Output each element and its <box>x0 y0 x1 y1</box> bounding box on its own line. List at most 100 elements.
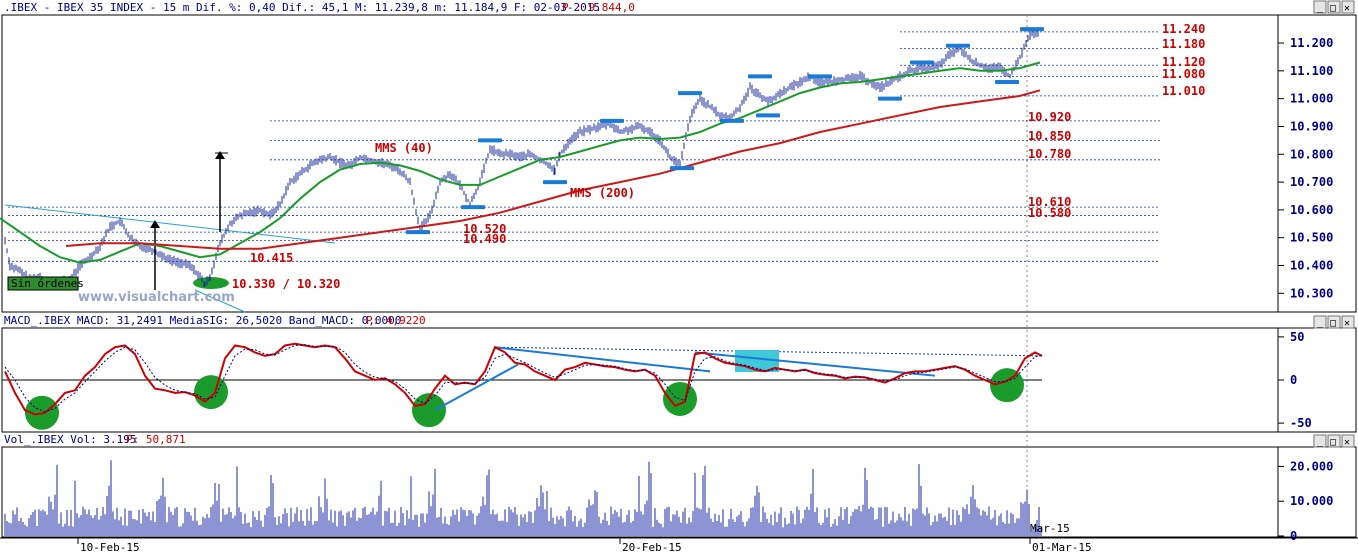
level-label: 11.120 <box>1162 55 1205 69</box>
macd-trend-line <box>494 346 711 373</box>
level-label: 10.920 <box>1028 110 1071 124</box>
x-tick-label: 10-Feb-15 <box>80 541 140 554</box>
svg-text:_: _ <box>1317 436 1324 447</box>
price-tick-label: 10.900 <box>1290 119 1333 133</box>
mms200-line <box>65 89 1041 250</box>
pivot-marker <box>478 138 502 143</box>
close-button[interactable]: ✕ <box>1341 0 1355 14</box>
pivot-marker <box>543 180 567 185</box>
level-label: 10.580 <box>1028 206 1071 220</box>
pivot-marker <box>995 79 1019 84</box>
axes-labels: 11.200 11.100 11.000 10.900 10.800 10.700 10.6… <box>77 36 1333 554</box>
minimize-button[interactable]: _ <box>1313 0 1327 14</box>
macd-tick-label: 50 <box>1290 330 1304 344</box>
signal-line <box>4 344 1043 413</box>
volume-tick-label: 20.000 <box>1290 459 1333 473</box>
maximize-button[interactable]: □ <box>1327 0 1341 14</box>
level-label: 10.520 <box>463 222 506 236</box>
pivot-marker <box>910 60 934 65</box>
pivot-marker <box>670 166 694 171</box>
volume-bar-label: Mar-15 <box>1030 522 1070 535</box>
macd-tick-label: 0 <box>1290 373 1297 387</box>
pivot-marker <box>878 96 902 101</box>
volume-window-buttons: _ □ ✕ <box>1313 434 1355 448</box>
level-label: 10.490 <box>463 232 506 246</box>
svg-text:□: □ <box>1330 437 1336 448</box>
sin-ordenes-box <box>7 276 79 291</box>
svg-text:_: _ <box>1317 317 1324 328</box>
pivot-marker <box>678 91 702 96</box>
price-tick-label: 11.200 <box>1290 36 1333 50</box>
macd-circle <box>194 375 228 410</box>
close-button[interactable]: ✕ <box>1341 315 1355 329</box>
level-label: 10.780 <box>1028 147 1071 161</box>
volume-plot: Mar-15 <box>4 460 1070 536</box>
macd-circle <box>990 368 1024 403</box>
sin-ordenes-label: Sin órdenes <box>11 277 84 290</box>
mms40-line <box>0 61 1041 264</box>
level-label: 11.240 <box>1162 22 1205 36</box>
price-tick-label: 11.100 <box>1290 64 1333 78</box>
macd-header-extra: P: 4,9220 <box>366 314 426 327</box>
volume-header: Vol_.IBEX Vol: 3.195 <box>4 433 136 446</box>
price-tick-label: 10.400 <box>1290 259 1333 273</box>
macd-trend-line <box>694 351 936 377</box>
close-button[interactable]: ✕ <box>1341 434 1355 448</box>
trend-line <box>4 204 336 244</box>
x-tick-label: 20-Feb-15 <box>622 541 682 554</box>
price-window-buttons: _ □ ✕ <box>1313 0 1355 14</box>
price-tick-label: 10.500 <box>1290 231 1333 245</box>
pivot-marker <box>756 113 780 118</box>
price-tick-label: 10.800 <box>1290 147 1333 161</box>
pivot-marker <box>600 118 624 123</box>
macd-circle <box>412 393 446 428</box>
minimize-button[interactable]: _ <box>1313 434 1327 448</box>
arrow-head <box>215 151 225 159</box>
macd-trend-line <box>434 363 519 412</box>
price-tick-label: 10.300 <box>1290 286 1333 300</box>
volume-tick-label: 0 <box>1290 529 1297 543</box>
pivot-marker <box>748 74 772 79</box>
pivot-marker <box>1020 27 1044 32</box>
price-tick-label: 10.600 <box>1290 203 1333 217</box>
watermark: www.visualchart.com <box>78 290 235 305</box>
level-label: 11.010 <box>1162 84 1205 98</box>
mms40-label: MMS (40) <box>375 141 433 155</box>
macd-circle <box>663 381 697 416</box>
level-label: 10.850 <box>1028 129 1071 143</box>
price-tick-label: 10.700 <box>1290 175 1333 189</box>
price-header: .IBEX - IBEX 35 INDEX - 15 m Dif. %: 0,4… <box>4 1 600 14</box>
macd-tick-label: -50 <box>1290 416 1312 430</box>
svg-text:□: □ <box>1330 318 1336 329</box>
pivot-marker <box>461 205 485 210</box>
svg-text:□: □ <box>1330 3 1336 14</box>
maximize-button[interactable]: □ <box>1327 434 1341 448</box>
volume-tick-label: 10.000 <box>1290 494 1333 508</box>
pivot-marker <box>720 118 744 123</box>
svg-text:✕: ✕ <box>1344 437 1350 448</box>
maximize-button[interactable]: □ <box>1327 315 1341 329</box>
support-label: 10.330 / 10.320 <box>232 277 340 291</box>
svg-text:✕: ✕ <box>1344 318 1350 329</box>
svg-text:✕: ✕ <box>1344 3 1350 14</box>
level-label: 11.080 <box>1162 67 1205 81</box>
macd-line <box>4 342 1043 416</box>
macd-header: MACD_.IBEX MACD: 31,2491 MediaSIG: 26,50… <box>4 314 401 327</box>
level-label: 11.180 <box>1162 37 1205 51</box>
minimize-button[interactable]: _ <box>1313 315 1327 329</box>
volume-header-extra: P: 50,871 <box>126 433 186 446</box>
svg-text:_: _ <box>1317 2 1324 13</box>
trend-line <box>194 289 246 313</box>
macd-window-buttons: _ □ ✕ <box>1313 315 1355 329</box>
pivot-marker <box>406 230 430 235</box>
level-label: 10.415 <box>250 251 293 265</box>
pivot-marker <box>808 74 832 79</box>
x-tick-label: 01-Mar-15 <box>1032 541 1092 554</box>
arrow-head <box>150 220 160 228</box>
macd-plot <box>2 342 1043 430</box>
price-header-extra: P : 9.844,0 <box>562 1 635 14</box>
mms200-label: MMS (200) <box>570 186 635 200</box>
level-label: 10.610 <box>1028 195 1071 209</box>
